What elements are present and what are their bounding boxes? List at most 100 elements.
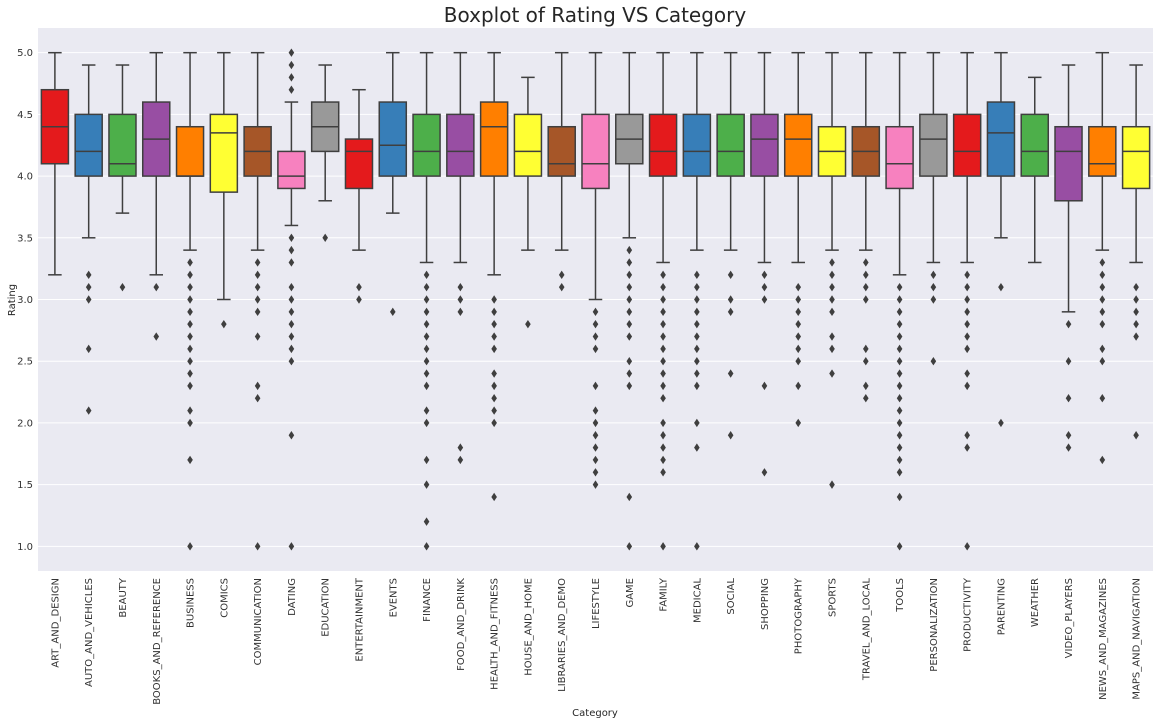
outlier-point <box>288 332 295 341</box>
iqr-box <box>1121 125 1151 190</box>
box-maps_and_navigation <box>1121 64 1151 440</box>
outlier-point <box>829 282 835 292</box>
outlier-point <box>254 307 261 317</box>
outlier-point <box>288 282 295 292</box>
iqr-box <box>479 101 509 177</box>
outlier-point <box>863 357 869 366</box>
outlier-point <box>964 542 970 551</box>
outlier-point <box>356 295 362 304</box>
x-tick-label: SHOPPING <box>760 578 771 630</box>
outlier-point <box>85 406 92 415</box>
outlier-point <box>254 394 261 403</box>
outlier-point <box>896 406 903 415</box>
outlier-point <box>457 455 464 465</box>
outlier-point <box>558 282 565 292</box>
outlier-point <box>288 48 295 57</box>
outlier-point <box>660 369 666 378</box>
x-tick-label: EVENTS <box>388 578 399 617</box>
x-tick-label: NEWS_AND_MAGAZINES <box>1098 578 1109 700</box>
box-social <box>716 51 745 440</box>
outlier-point <box>964 319 970 329</box>
outlier-point <box>592 406 599 415</box>
iqr-box <box>74 113 103 177</box>
outlier-point <box>85 270 92 280</box>
x-tick-label: GAME <box>625 578 636 608</box>
outlier-point <box>288 60 295 70</box>
outlier-point <box>694 418 700 428</box>
outlier-point <box>85 295 92 304</box>
outlier-point <box>694 381 700 391</box>
outlier-point <box>896 431 903 440</box>
iqr-box <box>581 113 610 190</box>
outlier-point <box>187 406 193 415</box>
outlier-point <box>896 369 903 378</box>
x-tick-label: TRAVEL_AND_LOCAL <box>861 578 872 682</box>
outlier-point <box>998 282 1004 292</box>
outlier-point <box>626 258 633 267</box>
outlier-point <box>863 282 869 292</box>
outlier-point <box>254 270 261 280</box>
outlier-point <box>187 542 193 551</box>
outlier-point <box>1099 319 1106 329</box>
outlier-point <box>423 517 430 526</box>
outlier-point <box>761 381 768 391</box>
x-tick-label: FOOD_AND_DRINK <box>456 578 467 671</box>
outlier-point <box>1099 295 1106 304</box>
outlier-point <box>930 295 937 304</box>
x-tick-label: FINANCE <box>422 578 433 622</box>
outlier-point <box>930 270 937 280</box>
outlier-point <box>288 258 295 267</box>
iqr-box <box>547 125 576 177</box>
outlier-point <box>1099 344 1106 354</box>
outlier-point <box>221 319 227 329</box>
outlier-point <box>761 270 768 280</box>
outlier-point <box>896 357 903 366</box>
box-food_and_drink <box>446 51 475 465</box>
outlier-point <box>727 369 734 378</box>
outlier-point <box>457 295 464 304</box>
outlier-point <box>896 319 903 329</box>
outlier-point <box>660 344 666 354</box>
outlier-point <box>829 295 835 304</box>
outlier-point <box>863 381 869 391</box>
outlier-point <box>626 369 633 378</box>
outlier-point <box>423 319 430 329</box>
outlier-point <box>660 431 666 440</box>
outlier-point <box>288 319 295 329</box>
boxes <box>40 48 1151 551</box>
outlier-point <box>1133 332 1139 341</box>
outlier-point <box>592 431 599 440</box>
outlier-point <box>964 443 970 452</box>
outlier-point <box>829 369 835 378</box>
outlier-point <box>694 344 700 354</box>
outlier-point <box>592 443 599 452</box>
box-personalization <box>919 51 948 366</box>
outlier-point <box>423 270 430 280</box>
outlier-point <box>964 307 970 317</box>
iqr-box <box>277 150 306 190</box>
outlier-point <box>119 282 126 292</box>
iqr-box <box>750 113 779 177</box>
outlier-point <box>761 295 768 304</box>
outlier-point <box>423 344 430 354</box>
outlier-point <box>660 270 666 280</box>
outlier-point <box>187 381 193 391</box>
outlier-point <box>1099 258 1106 267</box>
outlier-point <box>491 319 497 329</box>
iqr-box <box>378 101 408 177</box>
iqr-box <box>648 113 678 177</box>
x-tick-label: HEALTH_AND_FITNESS <box>490 578 501 690</box>
y-tick-labels: 1.0 1.5 2.0 2.5 3.0 3.5 4.0 4.5 5.0 <box>17 48 33 553</box>
outlier-point <box>795 381 802 391</box>
outlier-point <box>187 455 193 465</box>
outlier-point <box>254 282 261 292</box>
x-tick-label: PARENTING <box>996 578 1007 635</box>
outlier-point <box>288 85 295 94</box>
outlier-point <box>491 332 497 341</box>
x-tick-label: SPORTS <box>828 578 839 617</box>
outlier-point <box>288 344 295 354</box>
x-tick-label: PERSONALIZATION <box>929 578 940 672</box>
outlier-point <box>795 319 802 329</box>
x-tick-label: HOUSE_AND_HOME <box>523 578 534 676</box>
x-tick-label: LIFESTYLE <box>591 578 602 629</box>
